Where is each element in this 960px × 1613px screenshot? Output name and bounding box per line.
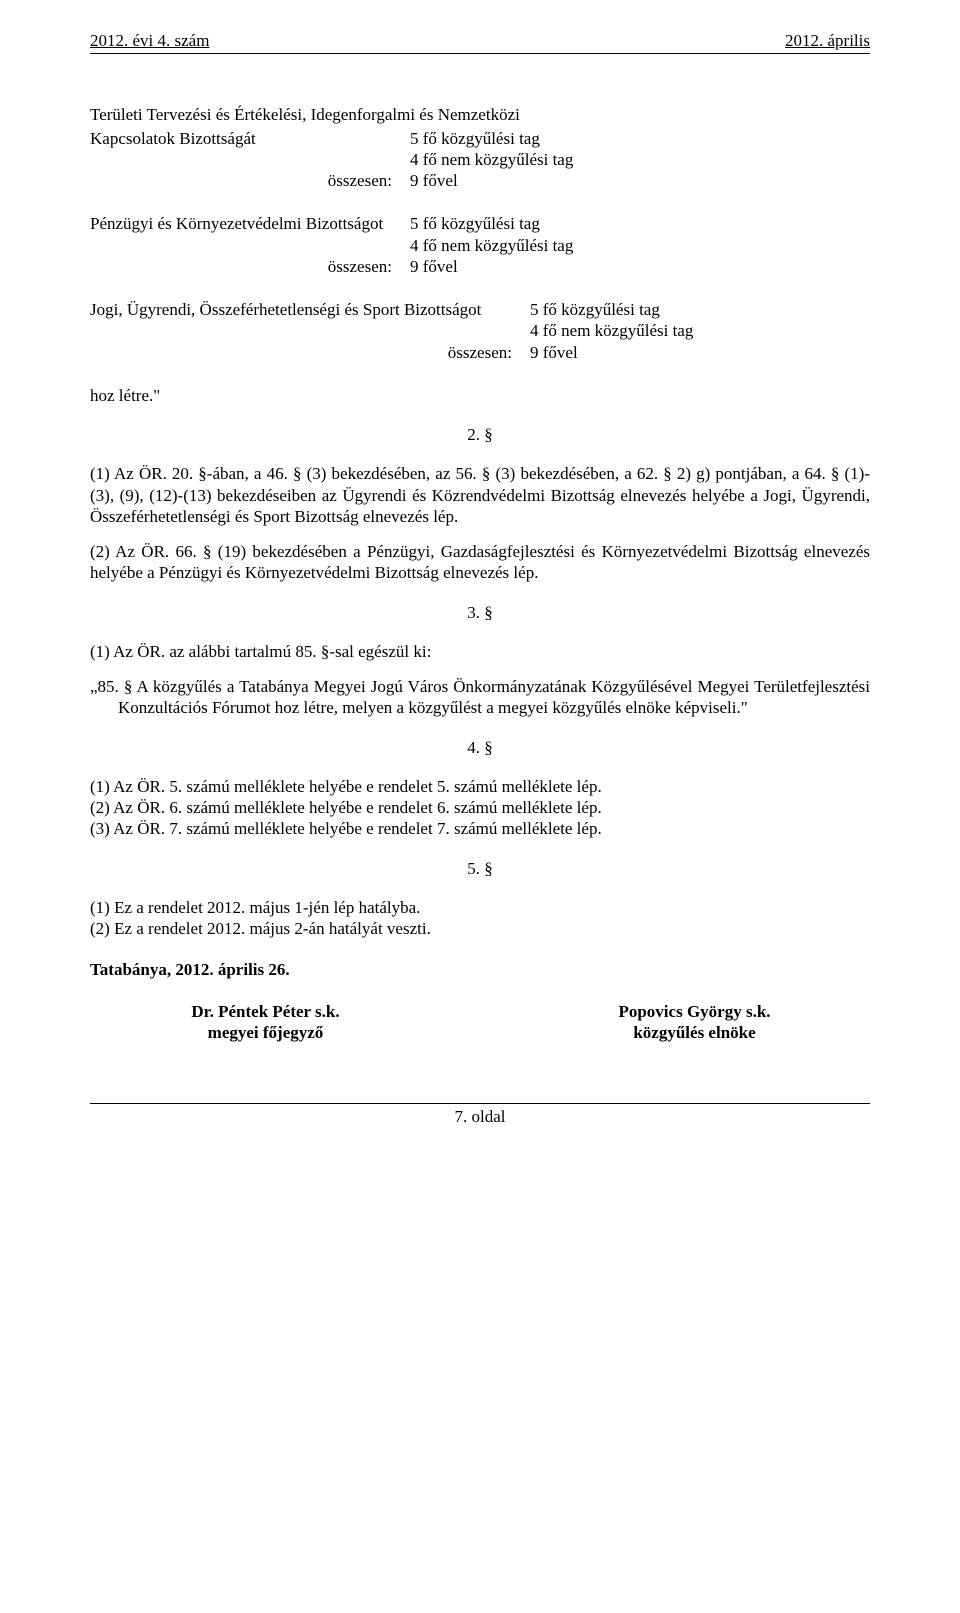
- header-left: 2012. évi 4. szám: [90, 30, 209, 51]
- signature-left: Dr. Péntek Péter s.k. megyei főjegyző: [90, 1001, 441, 1044]
- committee-members: 5 fő közgyűlési tag: [410, 128, 540, 149]
- header-right: 2012. április: [785, 30, 870, 51]
- paragraph: (1) Az ÖR. az alábbi tartalmú 85. §-sal …: [90, 641, 870, 662]
- committee-members: 5 fő közgyűlési tag: [530, 299, 660, 320]
- committee-total-label: összesen:: [90, 342, 530, 363]
- committee-members: 5 fő közgyűlési tag: [410, 213, 540, 234]
- committee-nonmembers: 4 fő nem közgyűlési tag: [530, 320, 693, 341]
- sign-right-title: közgyűlés elnöke: [519, 1022, 870, 1043]
- sign-right-name: Popovics György s.k.: [519, 1001, 870, 1022]
- paragraph: (2) Az ÖR. 6. számú melléklete helyébe e…: [90, 797, 870, 818]
- committee-title-line2: Kapcsolatok Bizottságát: [90, 128, 410, 149]
- paragraph: (3) Az ÖR. 7. számú melléklete helyébe e…: [90, 818, 870, 839]
- page-footer: 7. oldal: [90, 1103, 870, 1127]
- committee-title: Területi Tervezési és Értékelési, Idegen…: [90, 104, 870, 125]
- page-header: 2012. évi 4. szám 2012. április: [90, 30, 870, 54]
- committee-title: Jogi, Ügyrendi, Összeférhetetlenségi és …: [90, 299, 530, 320]
- section-number-2: 2. §: [90, 424, 870, 445]
- section-number-3: 3. §: [90, 602, 870, 623]
- paragraph: (2) Ez a rendelet 2012. május 2-án hatál…: [90, 918, 870, 939]
- committee-title: Pénzügyi és Környezetvédelmi Bizottságot: [90, 213, 410, 234]
- signature-right: Popovics György s.k. közgyűlés elnöke: [519, 1001, 870, 1044]
- committee-total-value: 9 fővel: [530, 342, 578, 363]
- committee-total-label: összesen:: [90, 170, 410, 191]
- committee-block-2: Pénzügyi és Környezetvédelmi Bizottságot…: [90, 213, 870, 277]
- paragraph: (1) Az ÖR. 5. számú melléklete helyébe e…: [90, 776, 870, 797]
- page: 2012. évi 4. szám 2012. április Területi…: [0, 0, 960, 1167]
- sign-left-title: megyei főjegyző: [90, 1022, 441, 1043]
- committee-total-value: 9 fővel: [410, 170, 458, 191]
- committee-block-1: Területi Tervezési és Értékelési, Idegen…: [90, 104, 870, 191]
- section-number-4: 4. §: [90, 737, 870, 758]
- committee-nonmembers: 4 fő nem közgyűlési tag: [410, 149, 573, 170]
- signature-row: Dr. Péntek Péter s.k. megyei főjegyző Po…: [90, 1001, 870, 1044]
- committee-total-value: 9 fővel: [410, 256, 458, 277]
- paragraph-quote: „85. § A közgyűlés a Tatabánya Megyei Jo…: [90, 676, 870, 719]
- paragraph: (1) Ez a rendelet 2012. május 1-jén lép …: [90, 897, 870, 918]
- paragraph: (1) Az ÖR. 20. §-ában, a 46. § (3) bekez…: [90, 463, 870, 527]
- paragraph: (2) Az ÖR. 66. § (19) bekezdésében a Pén…: [90, 541, 870, 584]
- sign-left-name: Dr. Péntek Péter s.k.: [90, 1001, 441, 1022]
- committee-total-label: összesen:: [90, 256, 410, 277]
- hoz-letre: hoz létre.": [90, 385, 870, 406]
- committee-nonmembers: 4 fő nem közgyűlési tag: [410, 235, 573, 256]
- committee-block-sport: Jogi, Ügyrendi, Összeférhetetlenségi és …: [90, 299, 870, 363]
- section-number-5: 5. §: [90, 858, 870, 879]
- date-place: Tatabánya, 2012. április 26.: [90, 959, 870, 980]
